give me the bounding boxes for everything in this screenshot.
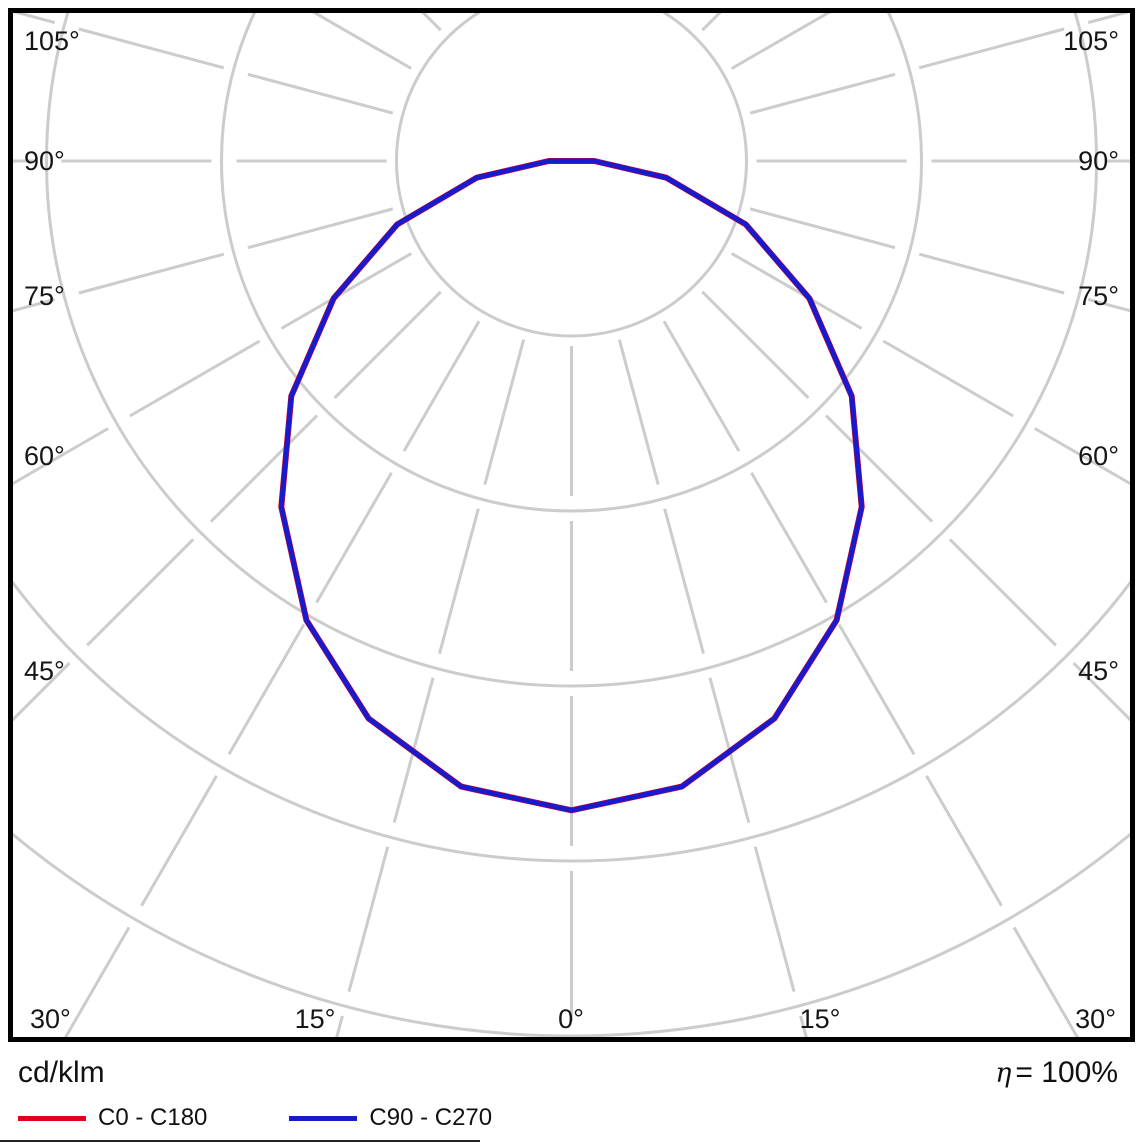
svg-text:15°: 15° <box>295 1004 336 1034</box>
eta-amount: = 100% <box>1015 1056 1118 1089</box>
svg-text:45°: 45° <box>24 656 65 686</box>
c0-c180-line-swatch <box>18 1115 86 1121</box>
radial-unit-label: cd/klm <box>18 1056 105 1089</box>
svg-text:30°: 30° <box>1075 1004 1116 1034</box>
legend-label-c90-c270: C90 - C270 <box>369 1104 493 1131</box>
efficiency-value: η = 100% <box>995 1056 1118 1090</box>
svg-text:0°: 0° <box>558 1004 584 1034</box>
legend-item-c90-c270: C90 - C270 <box>289 1104 492 1132</box>
eta-symbol: η <box>995 1058 1012 1089</box>
svg-text:15°: 15° <box>800 1004 841 1034</box>
svg-text:75°: 75° <box>1078 281 1119 311</box>
svg-text:30°: 30° <box>30 1004 71 1034</box>
svg-text:75°: 75° <box>24 281 65 311</box>
legend-item-c0-c180: C0 - C180 <box>18 1104 207 1132</box>
footer-row: cd/klm η = 100% <box>18 1056 1118 1090</box>
svg-text:105°: 105° <box>24 26 80 56</box>
svg-text:60°: 60° <box>1078 441 1119 471</box>
svg-text:90°: 90° <box>1078 146 1119 176</box>
svg-text:45°: 45° <box>1078 656 1119 686</box>
legend-label-c0-c180: C0 - C180 <box>98 1104 208 1131</box>
polar-intensity-chart: 105° 90° 75° 60° 45° 105° 90° 75° 60° 45° 30° 15° 0°… <box>8 8 1135 1042</box>
svg-text:90°: 90° <box>24 146 65 176</box>
svg-text:60°: 60° <box>24 441 65 471</box>
svg-text:105°: 105° <box>1063 26 1119 56</box>
c90-c270-line-swatch <box>289 1115 358 1121</box>
chart-legend: C0 - C180 C90 - C270 <box>0 1100 492 1142</box>
